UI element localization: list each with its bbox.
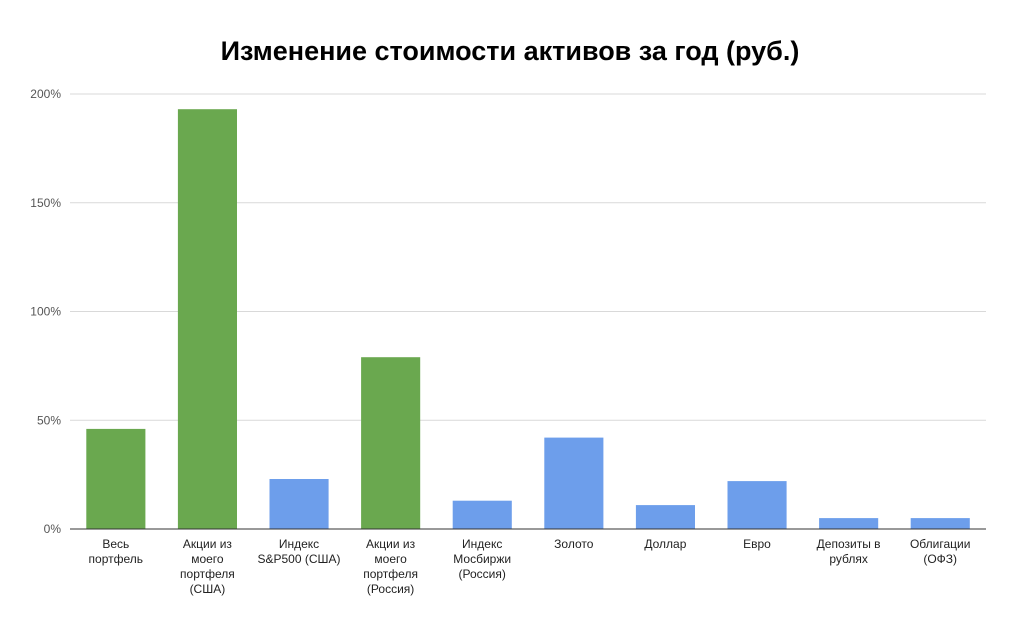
x-category-label: Индекс Мосбиржи (Россия) [453,537,511,581]
bar [452,500,512,529]
bar [727,481,787,529]
bar [819,518,879,529]
y-tick-label: 150% [30,196,61,210]
y-tick-label: 50% [37,413,61,427]
bar [544,437,604,529]
y-axis-ticks: 0% 50% 100% 150% 200% [30,87,61,536]
x-category-label: Депозиты в рублях [817,537,881,566]
bar [361,357,421,529]
x-category-label: Золото [554,537,594,551]
x-axis-labels: Весь портфель Акции из моего портфеля (США) Ин… [89,537,971,596]
bar [910,518,970,529]
x-category-label: Индекс S&P500 (США) [257,537,340,566]
bar [269,479,329,529]
x-category-label: Доллар [644,537,686,551]
bar [177,109,237,529]
x-category-label: Весь портфель [89,537,143,566]
x-category-label: Акции из моего портфеля (Россия) [363,537,418,596]
bars [86,109,970,529]
bar [86,428,146,529]
chart-title: Изменение стоимости активов за год (руб.… [221,36,800,66]
x-category-label: Облигации (ОФЗ) [910,537,970,566]
y-tick-label: 0% [44,522,62,536]
x-category-label: Акции из моего портфеля (США) [180,537,235,596]
bar [635,505,695,529]
y-tick-label: 100% [30,305,61,319]
x-category-label: Евро [743,537,771,551]
y-tick-label: 200% [30,87,61,101]
